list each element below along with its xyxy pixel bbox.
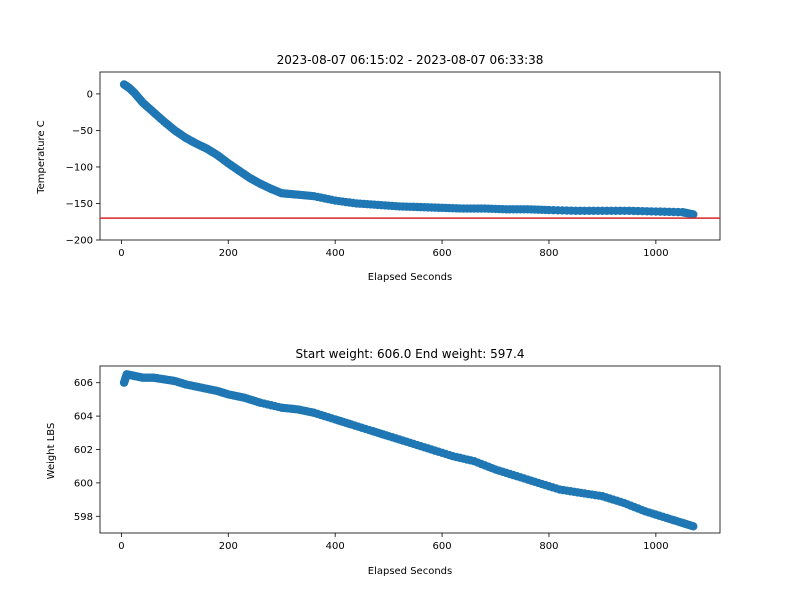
weight-data-point [273, 402, 283, 412]
temperature-data-point [593, 206, 603, 215]
temperature-data-point [348, 198, 358, 208]
temperature-x-tick-label: 800 [539, 248, 558, 259]
temperature-data-point [391, 201, 400, 211]
weight-x-axis-label: Elapsed Seconds [368, 566, 452, 577]
temperature-data-point [620, 206, 629, 215]
temperature-x-tick-label: 200 [219, 248, 238, 259]
temperature-y-tick-label: −200 [66, 236, 93, 247]
temperature-data-point [434, 203, 443, 212]
temperature-data-point [370, 200, 379, 209]
weight-x-tick-label: 0 [118, 541, 124, 552]
temperature-data-point [567, 206, 576, 215]
weight-title: Start weight: 606.0 End weight: 597.4 [296, 347, 525, 361]
weight-data-point [573, 488, 582, 497]
temperature-data-point [687, 209, 696, 219]
weight-y-tick-label: 606 [74, 378, 93, 389]
weight-data-point [594, 491, 604, 500]
weight-x-tick-label: 200 [219, 541, 238, 552]
weight-data-point [423, 444, 433, 453]
temperature-data-point [306, 191, 316, 201]
weight-data-point [444, 450, 454, 460]
weight-series [119, 370, 698, 531]
weight-data-point [616, 497, 625, 507]
weight-y-tick-label: 600 [74, 478, 93, 489]
weight-data-point [637, 505, 646, 515]
weight-data-point [487, 463, 497, 473]
temperature-series [119, 80, 698, 219]
weight-y-tick-label: 598 [74, 512, 93, 523]
weight-data-point [402, 437, 411, 446]
weight-x-tick-label: 800 [539, 541, 558, 552]
temperature-axes-frame [99, 71, 721, 241]
temperature-x-axis-label: Elapsed Seconds [368, 272, 452, 283]
weight-x-tick-label: 600 [433, 541, 452, 552]
weight-data-point [687, 521, 696, 530]
temperature-plot: 2023-08-07 06:15:02 - 2023-08-07 06:33:3… [36, 53, 721, 283]
temperature-data-point [647, 207, 656, 216]
temperature-y-tick-label: 0 [87, 89, 93, 100]
temperature-data-point [412, 202, 422, 212]
weight-x-tick-label: 1000 [643, 541, 668, 552]
weight-y-tick-label: 604 [74, 412, 93, 423]
temperature-x-tick-label: 400 [326, 248, 345, 259]
weight-plot: Start weight: 606.0 End weight: 597.4 El… [46, 347, 721, 577]
temperature-y-tick-label: −150 [66, 199, 93, 210]
temperature-data-point [541, 205, 550, 215]
temperature-y-axis-label: Temperature C [36, 120, 47, 195]
temperature-x-tick-label: 600 [433, 248, 452, 259]
temperature-title: 2023-08-07 06:15:02 - 2023-08-07 06:33:3… [277, 53, 544, 67]
weight-x-tick-label: 400 [326, 541, 345, 552]
temperature-x-tick-label: 0 [118, 248, 124, 259]
weight-y-axis-label: Weight LBS [46, 423, 57, 480]
weight-data-point [466, 456, 475, 465]
temperature-data-point [455, 204, 465, 213]
temperature-x-tick-label: 1000 [643, 248, 668, 259]
temperature-data-point [327, 195, 336, 205]
temperature-y-tick-label: −100 [66, 162, 93, 173]
weight-data-point [530, 477, 539, 486]
temperature-y-tick-label: −50 [72, 126, 93, 137]
temperature-data-point [673, 207, 683, 217]
weight-data-point [551, 484, 561, 493]
temperature-data-point [477, 204, 486, 213]
temperature-data-point [519, 205, 529, 214]
weight-data-point [509, 470, 518, 480]
weight-y-tick-label: 602 [74, 445, 93, 456]
temperature-data-point [498, 205, 507, 214]
